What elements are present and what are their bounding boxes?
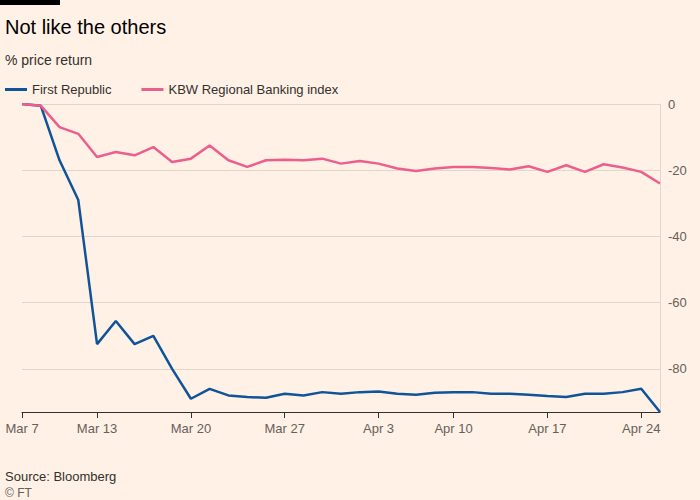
svg-text:-60: -60 [668, 295, 687, 310]
svg-text:Mar 13: Mar 13 [77, 421, 117, 436]
svg-text:Apr 24: Apr 24 [622, 421, 660, 436]
svg-text:KBW Regional Banking index: KBW Regional Banking index [168, 82, 338, 97]
svg-text:Mar 27: Mar 27 [264, 421, 304, 436]
svg-text:-40: -40 [668, 229, 687, 244]
svg-text:Mar 20: Mar 20 [171, 421, 211, 436]
svg-text:Mar 7: Mar 7 [5, 421, 38, 436]
svg-text:0: 0 [668, 97, 675, 112]
svg-text:-20: -20 [668, 163, 687, 178]
svg-text:First Republic: First Republic [32, 82, 112, 97]
svg-text:Not like the others: Not like the others [5, 16, 166, 38]
svg-text:© FT: © FT [5, 486, 33, 500]
svg-text:-80: -80 [668, 361, 687, 376]
svg-text:Apr 10: Apr 10 [434, 421, 472, 436]
svg-text:Apr 17: Apr 17 [528, 421, 566, 436]
svg-text:Apr 3: Apr 3 [363, 421, 394, 436]
svg-text:Source: Bloomberg: Source: Bloomberg [5, 469, 116, 484]
svg-text:% price return: % price return [5, 52, 92, 68]
